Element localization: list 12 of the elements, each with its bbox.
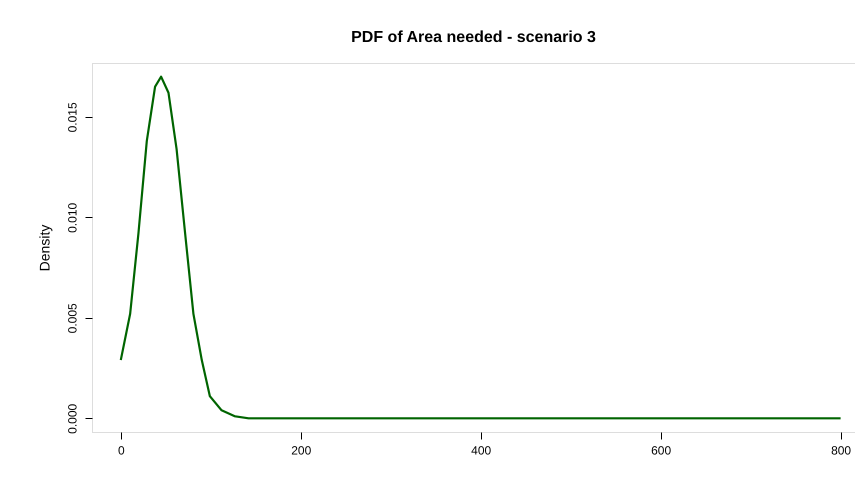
x-tick-label: 800: [831, 444, 852, 458]
x-tick-label: 0: [118, 444, 125, 458]
y-tick-label: 0.000: [66, 403, 80, 434]
y-tick-label: 0.005: [66, 303, 80, 334]
line-series: [120, 76, 842, 420]
y-tick-label: 0.015: [66, 102, 80, 132]
y-axis-title: Density: [36, 224, 52, 272]
x-tick-label: 600: [651, 444, 672, 458]
chart-title: PDF of Area needed - scenario 3: [351, 29, 596, 46]
x-tick-label: 200: [291, 444, 312, 458]
y-tick-label: 0.010: [66, 202, 80, 233]
x-tick-label: 400: [471, 444, 492, 458]
